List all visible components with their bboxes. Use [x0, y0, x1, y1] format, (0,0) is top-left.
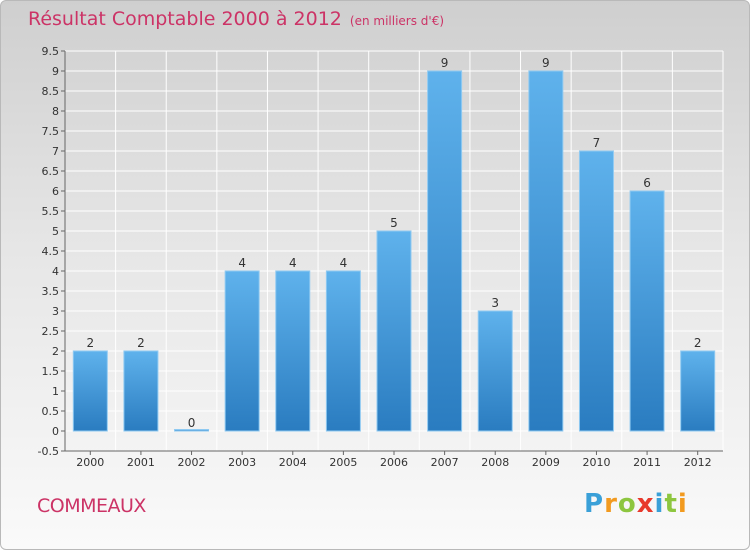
bars	[72, 70, 716, 432]
y-tick-label: 4	[52, 265, 59, 278]
y-tick-label: 3.5	[42, 285, 60, 298]
bar-2002	[174, 429, 210, 432]
logo-letter: P	[584, 489, 605, 519]
data-labels: 2 2 0 4 4 4 5 9 3 9 7 6 2	[86, 56, 701, 430]
y-tick-label: 2.5	[42, 325, 60, 338]
x-tick-label: 2010	[582, 456, 610, 469]
bar-2006	[376, 230, 412, 432]
x-tick-label: 2002	[178, 456, 206, 469]
y-tick-label: 4.5	[42, 245, 60, 258]
data-label: 9	[441, 56, 449, 70]
y-tick-label: 9	[52, 65, 59, 78]
bar-2011	[629, 190, 665, 432]
y-tick-label: 2	[52, 345, 59, 358]
axes: -0.5 0 0.5 1 1.5 2 2.5 3 3.5 4 4.5 5 5.5 6 6.5 7 7.5 8 8.5…	[38, 45, 723, 469]
data-label: 4	[289, 256, 297, 270]
data-label: 7	[593, 136, 601, 150]
bar-2005	[325, 270, 361, 432]
y-tick-label: 1.5	[42, 365, 60, 378]
bar-2003	[224, 270, 260, 432]
bar-2010	[578, 150, 614, 432]
data-label: 3	[491, 296, 499, 310]
y-tick-label: 6.5	[42, 165, 60, 178]
data-label: 9	[542, 56, 550, 70]
data-label: 2	[137, 336, 145, 350]
bar-2009	[528, 70, 564, 432]
x-tick-label: 2000	[76, 456, 104, 469]
bar-2000	[72, 350, 108, 432]
y-tick-label: 5	[52, 225, 59, 238]
logo-letter: o	[617, 489, 637, 519]
y-tick-label: 3	[52, 305, 59, 318]
y-tick-label: 8	[52, 105, 59, 118]
proxiti-logo: Proxiti	[584, 489, 688, 519]
data-label: 2	[86, 336, 94, 350]
y-tick-label: 0.5	[42, 405, 60, 418]
chart-subtitle: (en milliers d'€)	[349, 14, 445, 28]
logo-letter: i	[677, 489, 688, 519]
chart-title: Résultat Comptable 2000 à 2012 (en millie…	[28, 8, 444, 30]
y-tick-label: 5.5	[42, 205, 60, 218]
data-label: 5	[390, 216, 398, 230]
y-tick-label: 7	[52, 145, 59, 158]
data-label: 0	[188, 416, 196, 430]
chart-title-text: Résultat Comptable 2000 à 2012	[28, 8, 342, 30]
x-tick-label: 2006	[380, 456, 408, 469]
bar-2001	[123, 350, 159, 432]
x-tick-label: 2011	[633, 456, 661, 469]
bar-2007	[427, 70, 463, 432]
x-tick-label: 2009	[532, 456, 560, 469]
logo-letter: t	[664, 489, 678, 519]
x-tick-label: 2007	[431, 456, 459, 469]
data-label: 4	[238, 256, 246, 270]
x-tick-label: 2003	[228, 456, 256, 469]
x-tick-label: 2004	[279, 456, 307, 469]
logo-letter: x	[636, 489, 655, 519]
y-tick-label: 9.5	[42, 45, 60, 58]
y-tick-label: 8.5	[42, 85, 60, 98]
x-tick-label: 2001	[127, 456, 155, 469]
y-tick-label: 1	[52, 385, 59, 398]
data-label: 2	[694, 336, 702, 350]
bar-2004	[275, 270, 311, 432]
y-tick-label: 7.5	[42, 125, 60, 138]
data-label: 4	[340, 256, 348, 270]
x-tick-label: 2005	[329, 456, 357, 469]
logo-letter: r	[604, 489, 618, 519]
y-tick-label: 0	[52, 425, 59, 438]
x-tick-label: 2012	[684, 456, 712, 469]
x-tick-label: 2008	[481, 456, 509, 469]
data-label: 6	[643, 176, 651, 190]
commune-name: COMMEAUX	[37, 495, 146, 517]
y-tick-label: 6	[52, 185, 59, 198]
y-tick-label: -0.5	[38, 445, 59, 458]
logo-letter: i	[654, 489, 665, 519]
bar-2012	[680, 350, 716, 432]
bar-2008	[477, 310, 513, 432]
